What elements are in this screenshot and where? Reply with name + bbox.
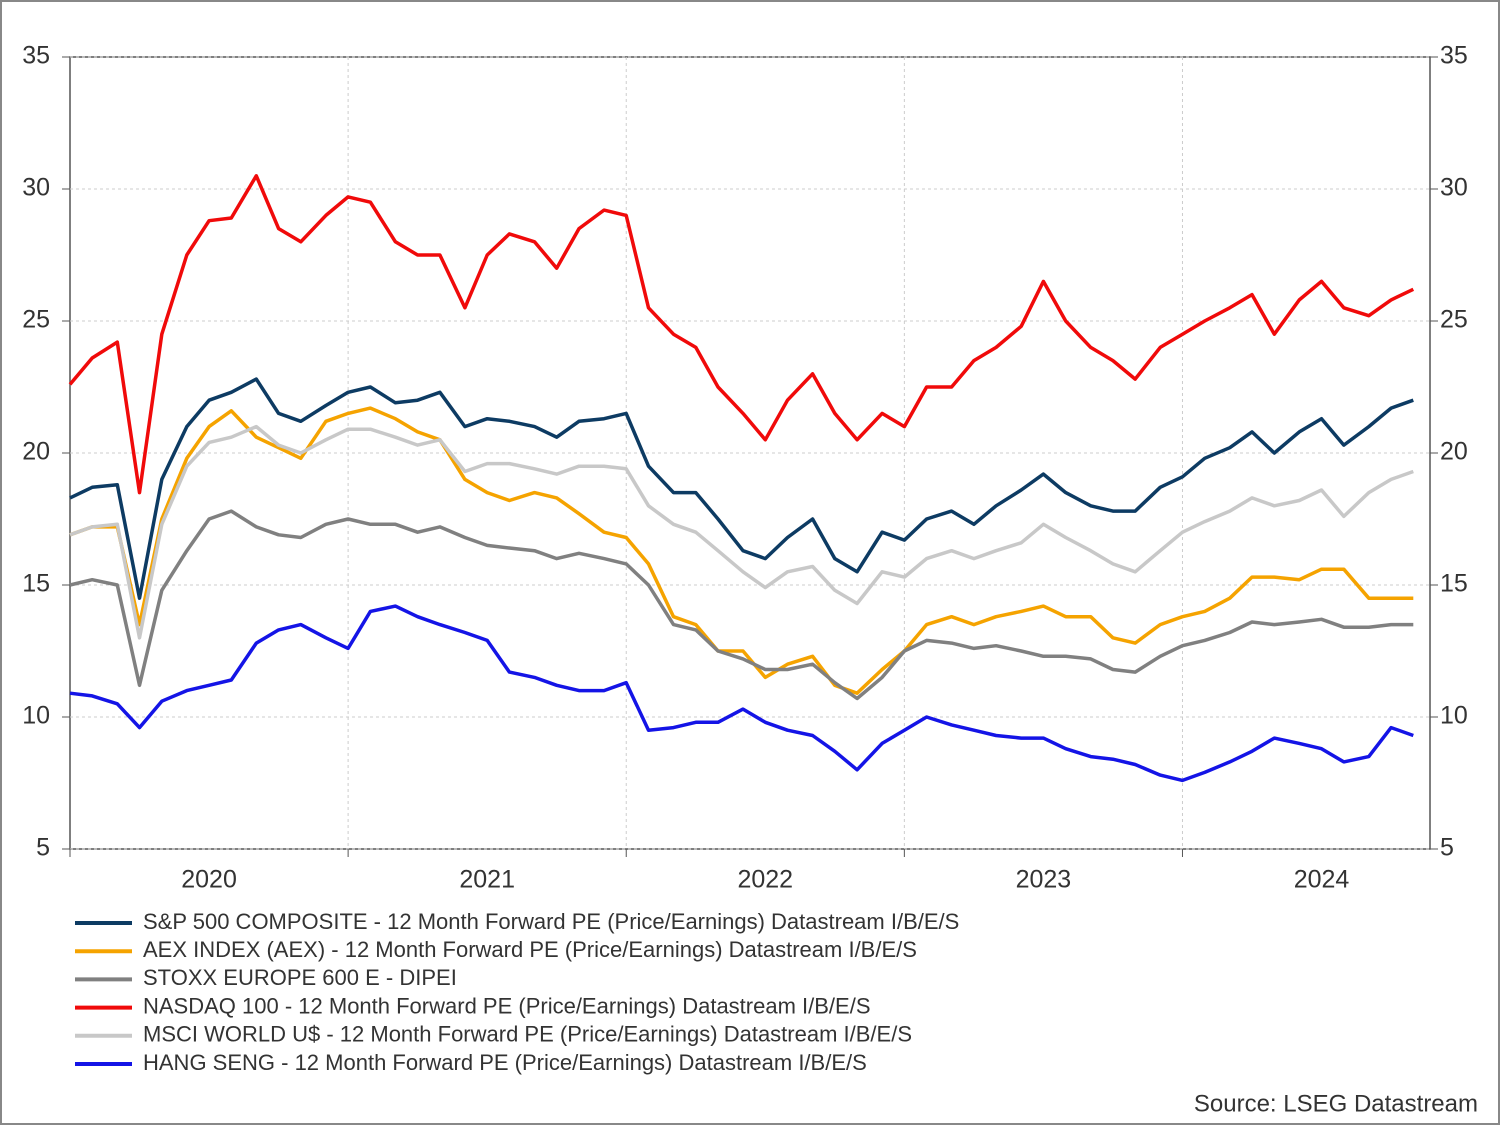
series-line [69, 406, 1414, 695]
y2-tick-label: 30 [1440, 174, 1468, 202]
y-tick-label: 25 [22, 306, 50, 334]
legend-label: NASDAQ 100 - 12 Month Forward PE (Price/… [143, 993, 871, 1018]
x-tick-label: 2022 [737, 866, 793, 894]
series-line [68, 174, 1415, 495]
x-tick-label: 2023 [1016, 866, 1072, 894]
source-note: Source: LSEG Datastream [1194, 1090, 1478, 1117]
y-tick-label: 15 [22, 570, 50, 598]
y2-tick-label: 5 [1440, 834, 1454, 862]
legend-label: AEX INDEX (AEX) - 12 Month Forward PE (P… [143, 937, 917, 962]
x-tick-label: 2020 [181, 866, 237, 894]
x-tick-label: 2021 [459, 866, 515, 894]
y2-tick-label: 20 [1440, 438, 1468, 466]
y-tick-label: 30 [22, 174, 50, 202]
legend-label: MSCI WORLD U$ - 12 Month Forward PE (Pri… [143, 1022, 912, 1047]
y-tick-label: 35 [22, 42, 50, 70]
legend-label: STOXX EUROPE 600 E - DIPEI [143, 965, 457, 990]
series-line [69, 424, 1414, 640]
y2-tick-label: 25 [1440, 306, 1468, 334]
legend-label: S&P 500 COMPOSITE - 12 Month Forward PE … [143, 909, 959, 934]
y-tick-label: 20 [22, 438, 50, 466]
y2-tick-label: 35 [1440, 42, 1468, 70]
series-line [69, 377, 1414, 600]
y-tick-label: 10 [22, 702, 50, 730]
y-tick-label: 5 [36, 834, 50, 862]
y2-tick-label: 10 [1440, 702, 1468, 730]
series-line [69, 604, 1414, 783]
series-line [69, 509, 1414, 701]
legend-label: HANG SENG - 12 Month Forward PE (Price/E… [143, 1050, 867, 1075]
y2-tick-label: 15 [1440, 570, 1468, 598]
x-tick-label: 2024 [1294, 866, 1350, 894]
